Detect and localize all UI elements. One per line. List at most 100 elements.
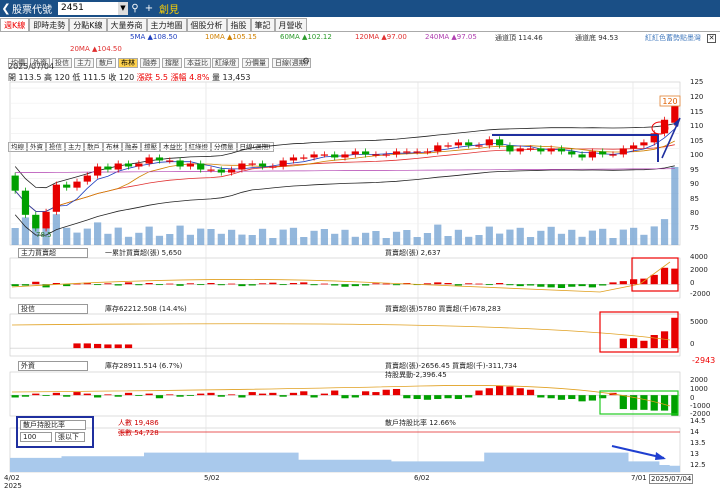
foreign-bar — [671, 395, 679, 416]
main-force-bar — [248, 284, 256, 286]
volume-bar — [135, 232, 143, 245]
retail-area — [10, 452, 680, 472]
main-force-bar — [166, 283, 174, 285]
x-tick-jul: 7/01 — [631, 474, 647, 482]
foreign-bar — [197, 393, 205, 396]
tool-main[interactable]: 主力 — [74, 58, 94, 68]
tab-broker-k[interactable]: 分點K線 — [69, 18, 107, 31]
ptool-3[interactable]: 主力 — [65, 142, 84, 152]
volume-bar — [465, 236, 473, 245]
foreign-bar — [279, 395, 287, 397]
candle-body — [537, 148, 545, 152]
retail-ytick-0: 14.5 — [690, 417, 706, 425]
ma60-label: 60MA ▲102.12 — [280, 33, 332, 41]
candle-body — [300, 157, 308, 159]
tool-trust[interactable]: 投信 — [52, 58, 72, 68]
candle-body — [403, 151, 411, 153]
main-force-bar — [228, 283, 236, 285]
volume-bar — [444, 236, 452, 245]
tab-weekly-k[interactable]: 週K線 — [0, 18, 30, 31]
tool-retail[interactable]: 散戶 — [96, 58, 116, 68]
volume-bar — [83, 228, 91, 245]
foreign-bar — [351, 395, 359, 398]
trust-hold-line — [11, 323, 671, 341]
candle-body — [568, 151, 576, 155]
ptool-11[interactable]: 日線(週期) — [236, 142, 274, 152]
foreign-selector[interactable]: 外資 — [18, 361, 88, 371]
foreign-bar — [124, 392, 133, 396]
foreign-bar — [135, 395, 143, 396]
main-force-bar — [124, 282, 133, 285]
trust-bar — [619, 338, 627, 349]
main-force-selector[interactable]: 主力買賣超 — [18, 248, 88, 258]
ptool-2[interactable]: 投信 — [46, 142, 65, 152]
retail-selector[interactable]: 散戶持股比率 — [20, 420, 86, 430]
foreign-bar — [52, 392, 60, 396]
tab-index[interactable]: 指股 — [226, 18, 251, 31]
gear-icon[interactable]: ⚙ — [302, 57, 311, 67]
candle-body — [619, 148, 627, 155]
price-ytick-6: 95 — [690, 166, 699, 174]
foreign-bar — [403, 395, 411, 399]
tab-main-map[interactable]: 主力地圖 — [146, 18, 187, 31]
candle-body — [310, 154, 318, 158]
ptool-10[interactable]: 分價量 — [211, 142, 237, 152]
ptool-9[interactable]: 紅綠燈 — [185, 142, 211, 152]
main-force-bar — [454, 284, 462, 286]
retail-qty-select[interactable]: 100 — [20, 432, 52, 442]
volume-bar — [526, 237, 535, 245]
foreign-bar — [485, 388, 493, 396]
candle-body — [434, 145, 442, 152]
chevron-left-icon[interactable]: ❮ — [1, 2, 11, 15]
ma5-label: 5MA ▲108.50 — [130, 33, 178, 41]
main-force-bar — [176, 284, 184, 286]
ptool-8[interactable]: 本益比 — [160, 142, 186, 152]
volume-bar — [516, 227, 524, 245]
ptool-0[interactable]: 均線 — [8, 142, 27, 152]
foreign-bar — [94, 395, 102, 398]
volume-label: 量 — [211, 73, 220, 82]
high-label: 高 — [44, 73, 52, 82]
main-force-bar — [351, 284, 359, 287]
retail-unit-button[interactable]: 張以下 — [55, 432, 85, 442]
main-force-bar — [310, 284, 318, 286]
tab-analysis[interactable]: 個股分析 — [186, 18, 227, 31]
foreign-highlight — [599, 390, 679, 415]
foreign-bar — [83, 393, 91, 396]
foreign-bar — [619, 395, 627, 410]
retail-ytick-4: 12.5 — [690, 461, 706, 469]
tool-foreign[interactable]: 外資 — [30, 58, 50, 68]
foreign-bar — [11, 395, 19, 398]
retail-down-arrow-head — [655, 452, 666, 460]
ptool-7[interactable]: 撐壓 — [141, 142, 160, 152]
tool-traffic[interactable]: 紅綠燈 — [212, 58, 239, 68]
tool-support[interactable]: 撐壓 — [162, 58, 182, 68]
tool-pe[interactable]: 本益比 — [184, 58, 211, 68]
candle-body — [413, 151, 421, 153]
ptool-1[interactable]: 外資 — [27, 142, 46, 152]
volume-bar — [362, 232, 370, 245]
search-icon[interactable]: ⚲ — [131, 3, 139, 14]
tab-monthly-revenue[interactable]: 月營收 — [274, 18, 307, 31]
tab-notes[interactable]: 筆記 — [250, 18, 275, 31]
tool-volprofile[interactable]: 分價量 — [242, 58, 269, 68]
tool-avgprice[interactable]: 均價 — [8, 58, 28, 68]
ptool-4[interactable]: 散戶 — [84, 142, 103, 152]
ptool-5[interactable]: 布林 — [103, 142, 122, 152]
tool-margin[interactable]: 融券 — [140, 58, 160, 68]
close-icon[interactable]: ✕ — [707, 34, 716, 43]
ptool-6[interactable]: 融券 — [122, 142, 141, 152]
trust-selector[interactable]: 投信 — [18, 304, 88, 314]
tool-bollinger[interactable]: 布林 — [118, 58, 138, 68]
tool-period[interactable]: 日線(週期) — [272, 58, 312, 68]
main-force-bar — [362, 284, 370, 286]
caret-down-icon[interactable]: ▼ — [118, 2, 128, 15]
tab-big-broker[interactable]: 大量券商 — [106, 18, 147, 31]
volume-bar — [619, 229, 627, 245]
candle-body — [94, 166, 102, 176]
candle-body — [114, 163, 122, 170]
price-ytick-8: 85 — [690, 195, 699, 203]
stock-code-input[interactable]: 2451 — [58, 2, 118, 15]
tab-realtime[interactable]: 即時走勢 — [29, 18, 70, 31]
plus-icon[interactable]: + — [144, 3, 154, 14]
